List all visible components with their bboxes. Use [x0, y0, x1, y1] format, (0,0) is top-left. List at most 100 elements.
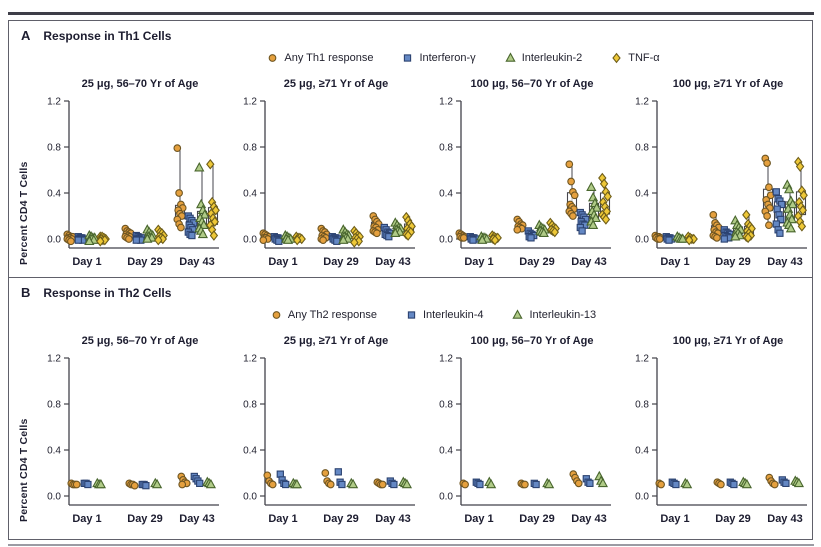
svg-text:Day 1: Day 1 — [464, 256, 493, 268]
subplot-b4-title: 100 μg, ≥71 Yr of Age — [672, 335, 784, 347]
circle-marker-icon — [269, 54, 277, 62]
svg-text:0.0: 0.0 — [47, 235, 61, 246]
svg-text:0.8: 0.8 — [47, 143, 61, 154]
square-marker-icon — [404, 54, 412, 62]
svg-text:Day 1: Day 1 — [268, 513, 297, 525]
subplot-b3-canvas: 0.0 0.4 0.8 1.2 Day 1 Day 29 Day 43 — [439, 354, 611, 525]
top-rule — [8, 12, 814, 15]
svg-text:Day 43: Day 43 — [179, 513, 214, 525]
legend-label: Any Th2 response — [287, 308, 377, 321]
svg-text:1.2: 1.2 — [243, 354, 257, 365]
svg-text:Day 43: Day 43 — [571, 513, 606, 525]
legend-item-any-th1: Any Th1 response — [266, 51, 373, 64]
panel-a-legend: Any Th1 response Interferon-γ Interleuki… — [9, 51, 812, 64]
svg-text:Day 29: Day 29 — [127, 513, 162, 525]
legend-label: Interleukin-4 — [422, 308, 484, 321]
svg-text:Day 43: Day 43 — [767, 256, 802, 268]
panel-b-legend: Any Th2 response Interleukin-4 Interleuk… — [9, 308, 812, 321]
svg-text:Day 43: Day 43 — [179, 256, 214, 268]
legend-item-interleukin-13: Interleukin-13 — [511, 308, 596, 321]
subplot-a3-canvas: 0.0 0.4 0.8 1.2 Day 1 Day 29 Day 43 — [439, 97, 612, 268]
legend-label: Any Th1 response — [284, 51, 374, 64]
subplot-a3: 100 μg, 56–70 Yr of Age 0.0 0.4 0.8 1.2 Day … — [419, 78, 615, 274]
subplot-b1-canvas: 0.0 0.4 0.8 1.2 Day 1 Day 29 Day 43 — [47, 354, 219, 525]
legend-label: Interleukin-13 — [529, 308, 597, 321]
svg-text:0.0: 0.0 — [439, 492, 453, 503]
legend-item-interferon-g: Interferon-γ — [401, 51, 476, 64]
svg-text:0.8: 0.8 — [439, 400, 453, 411]
svg-text:0.0: 0.0 — [243, 235, 257, 246]
panel-b-letter: B — [21, 285, 31, 300]
svg-text:0.4: 0.4 — [439, 189, 453, 200]
subplot-a4-canvas: 0.0 0.4 0.8 1.2 Day 1 Day 29 Day 43 — [635, 97, 808, 268]
svg-text:0.4: 0.4 — [439, 446, 453, 457]
svg-text:0.8: 0.8 — [439, 143, 453, 154]
subplot-b4: 100 μg, ≥71 Yr of Age 0.0 0.4 0.8 1.2 Day 1 D… — [615, 335, 811, 531]
subplot-b2-title: 25 μg, ≥71 Yr of Age — [283, 335, 389, 347]
subplot-a1-canvas: 0.0 0.4 0.8 1.2 Day 1 Day 29 Day 43 — [47, 97, 220, 268]
subplot-a2-title: 25 μg, ≥71 Yr of Age — [283, 78, 389, 90]
svg-text:Day 1: Day 1 — [72, 256, 101, 268]
svg-text:0.4: 0.4 — [47, 189, 61, 200]
svg-text:0.8: 0.8 — [243, 400, 257, 411]
legend-label: TNF-α — [628, 51, 660, 64]
panel-a-header: A Response in Th1 Cells — [21, 28, 171, 43]
triangle-marker-icon — [512, 309, 524, 319]
svg-text:0.0: 0.0 — [439, 235, 453, 246]
panel-b: B Response in Th2 Cells Any Th2 response… — [8, 277, 813, 540]
legend-item-interleukin-4: Interleukin-4 — [405, 308, 484, 321]
svg-text:1.2: 1.2 — [635, 97, 649, 108]
diamond-marker-icon — [612, 52, 621, 64]
subplot-b3-title: 100 μg, 56–70 Yr of Age — [470, 335, 594, 347]
svg-text:Day 1: Day 1 — [72, 513, 101, 525]
svg-text:0.4: 0.4 — [635, 189, 649, 200]
svg-text:Day 1: Day 1 — [660, 256, 689, 268]
svg-text:0.8: 0.8 — [635, 400, 649, 411]
panel-b-plots-row: 25 μg, 56–70 Yr of Age 0.0 0.4 0.8 1.2 Day 1… — [27, 335, 811, 531]
subplot-b3: 100 μg, 56–70 Yr of Age 0.0 0.4 0.8 1.2 Day … — [419, 335, 615, 531]
svg-text:0.0: 0.0 — [635, 492, 649, 503]
panel-a: A Response in Th1 Cells Any Th1 response… — [8, 20, 813, 278]
legend-item-tnf-a: TNF-α — [610, 51, 660, 64]
panel-a-letter: A — [21, 28, 31, 43]
svg-text:Day 29: Day 29 — [715, 256, 750, 268]
subplot-a1: 25 μg, 56–70 Yr of Age 0.0 0.4 0.8 1.2 Day 1… — [27, 78, 223, 274]
legend-label: Interleukin-2 — [521, 51, 583, 64]
svg-text:Day 29: Day 29 — [519, 256, 554, 268]
svg-text:0.8: 0.8 — [47, 400, 61, 411]
legend-label: Interferon-γ — [419, 51, 476, 64]
svg-text:Day 43: Day 43 — [375, 256, 410, 268]
svg-text:0.8: 0.8 — [635, 143, 649, 154]
svg-text:1.2: 1.2 — [47, 97, 61, 108]
svg-text:Day 1: Day 1 — [464, 513, 493, 525]
svg-text:1.2: 1.2 — [439, 97, 453, 108]
svg-text:1.2: 1.2 — [439, 354, 453, 365]
panel-a-plots-row: 25 μg, 56–70 Yr of Age 0.0 0.4 0.8 1.2 Day 1… — [27, 78, 811, 274]
svg-text:Day 29: Day 29 — [323, 513, 358, 525]
svg-text:0.4: 0.4 — [243, 446, 257, 457]
svg-text:Day 43: Day 43 — [767, 513, 802, 525]
svg-text:Day 1: Day 1 — [660, 513, 689, 525]
svg-text:Day 1: Day 1 — [268, 256, 297, 268]
subplot-a4: 100 μg, ≥71 Yr of Age 0.0 0.4 0.8 1.2 Day 1 D… — [615, 78, 811, 274]
svg-text:0.4: 0.4 — [635, 446, 649, 457]
svg-text:0.0: 0.0 — [47, 492, 61, 503]
svg-text:1.2: 1.2 — [47, 354, 61, 365]
subplot-b2: 25 μg, ≥71 Yr of Age 0.0 0.4 0.8 1.2 Day 1 Da… — [223, 335, 419, 531]
svg-text:0.0: 0.0 — [635, 235, 649, 246]
panel-b-title: Response in Th2 Cells — [43, 286, 172, 300]
subplot-a2: 25 μg, ≥71 Yr of Age 0.0 0.4 0.8 1.2 Day 1 Da… — [223, 78, 419, 274]
svg-text:0.8: 0.8 — [243, 143, 257, 154]
legend-item-any-th2: Any Th2 response — [270, 308, 377, 321]
panel-a-title: Response in Th1 Cells — [43, 29, 172, 43]
svg-text:Day 29: Day 29 — [715, 513, 750, 525]
svg-text:1.2: 1.2 — [635, 354, 649, 365]
subplot-a4-title: 100 μg, ≥71 Yr of Age — [672, 78, 784, 90]
subplot-b4-canvas: 0.0 0.4 0.8 1.2 Day 1 Day 29 Day 43 — [635, 354, 807, 525]
svg-text:Day 29: Day 29 — [519, 513, 554, 525]
svg-text:Day 43: Day 43 — [375, 513, 410, 525]
legend-item-interleukin-2: Interleukin-2 — [504, 51, 583, 64]
subplot-a2-canvas: 0.0 0.4 0.8 1.2 Day 1 Day 29 Day 43 — [243, 97, 416, 268]
subplot-b2-canvas: 0.0 0.4 0.8 1.2 Day 1 Day 29 Day 43 — [243, 354, 415, 525]
